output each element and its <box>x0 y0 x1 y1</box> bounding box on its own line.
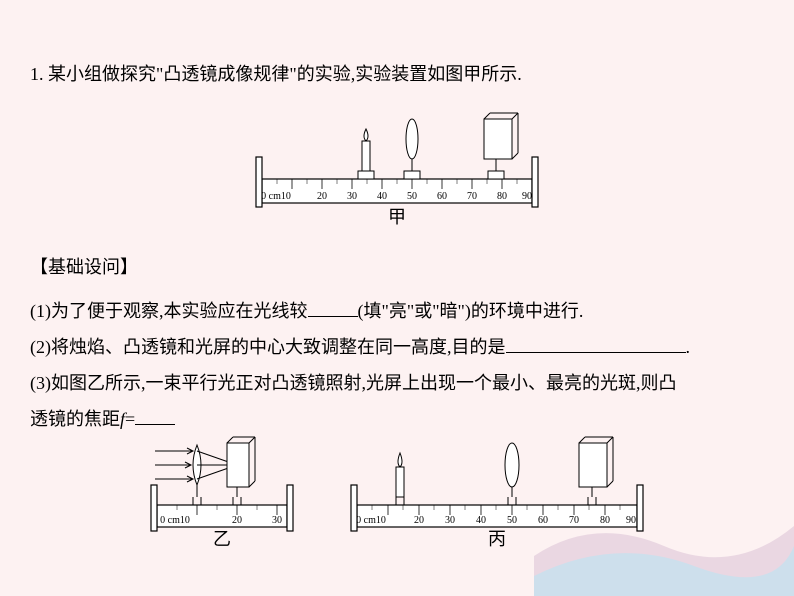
svg-text:30: 30 <box>347 191 357 202</box>
svg-text:90: 90 <box>522 191 532 202</box>
section-header: 【基础设问】 <box>30 251 764 283</box>
blank-q1 <box>308 297 358 317</box>
svg-text:70: 70 <box>467 191 477 202</box>
lens-jia <box>404 119 420 179</box>
figure-jia-container: 0 cm10 20 30 40 50 60 70 80 90 <box>30 101 764 231</box>
svg-text:0 cm10: 0 cm10 <box>261 191 291 202</box>
question-3: (3)如图乙所示,一束平行光正对凸透镜照射,光屏上出现一个最小、最亮的光斑,则凸 <box>30 365 764 401</box>
svg-text:50: 50 <box>507 515 517 526</box>
question-1: (1)为了便于观察,本实验应在光线较 (填"亮"或"暗")的环境中进行. <box>30 293 764 329</box>
question-title: 1. 某小组做探究"凸透镜成像规律"的实验,实验装置如图甲所示. <box>30 60 764 89</box>
figure-jia: 0 cm10 20 30 40 50 60 70 80 90 <box>252 101 542 231</box>
q3-eq: = <box>125 409 135 429</box>
svg-text:90: 90 <box>626 515 636 526</box>
svg-text:0 cm10: 0 cm10 <box>160 515 190 526</box>
svg-text:20: 20 <box>232 515 242 526</box>
candle-bing <box>396 453 404 505</box>
svg-text:80: 80 <box>497 191 507 202</box>
svg-text:40: 40 <box>377 191 387 202</box>
svg-text:30: 30 <box>272 515 282 526</box>
lens-yi <box>193 445 201 505</box>
svg-text:70: 70 <box>569 515 579 526</box>
screen-yi <box>227 437 255 505</box>
figure-label-yi: 乙 <box>213 529 231 549</box>
lens-bing <box>505 443 519 505</box>
svg-text:20: 20 <box>414 515 424 526</box>
svg-text:60: 60 <box>437 191 447 202</box>
svg-text:80: 80 <box>600 515 610 526</box>
figure-yi: 0 cm10 20 30 <box>147 431 307 551</box>
q1-post: (填"亮"或"暗")的环境中进行. <box>358 301 584 321</box>
question-2: (2)将烛焰、凸透镜和光屏的中心大致调整在同一高度,目的是. <box>30 329 764 365</box>
svg-text:50: 50 <box>407 191 417 202</box>
svg-text:60: 60 <box>538 515 548 526</box>
svg-text:40: 40 <box>476 515 486 526</box>
q2-post: . <box>686 337 691 357</box>
figure-bing: 0 cm10 20 30 40 50 60 70 80 90 <box>347 431 647 551</box>
q3-line2: 透镜的焦距 <box>30 409 120 429</box>
q3-pre: (3)如图乙所示,一束平行光正对凸透镜照射,光屏上出现一个最小、最亮的光斑,则凸 <box>30 373 677 393</box>
figure-label-bing: 丙 <box>488 529 506 549</box>
svg-text:30: 30 <box>445 515 455 526</box>
figure-label-jia: 甲 <box>388 207 406 227</box>
blank-q2 <box>506 333 686 353</box>
svg-text:20: 20 <box>317 191 327 202</box>
svg-text:0 cm10: 0 cm10 <box>356 515 386 526</box>
q2-pre: (2)将烛焰、凸透镜和光屏的中心大致调整在同一高度,目的是 <box>30 337 506 357</box>
q1-pre: (1)为了便于观察,本实验应在光线较 <box>30 301 308 321</box>
candle-jia <box>358 129 374 179</box>
screen-bing <box>579 437 613 505</box>
blank-q3 <box>135 405 175 425</box>
screen-jia <box>484 113 518 179</box>
